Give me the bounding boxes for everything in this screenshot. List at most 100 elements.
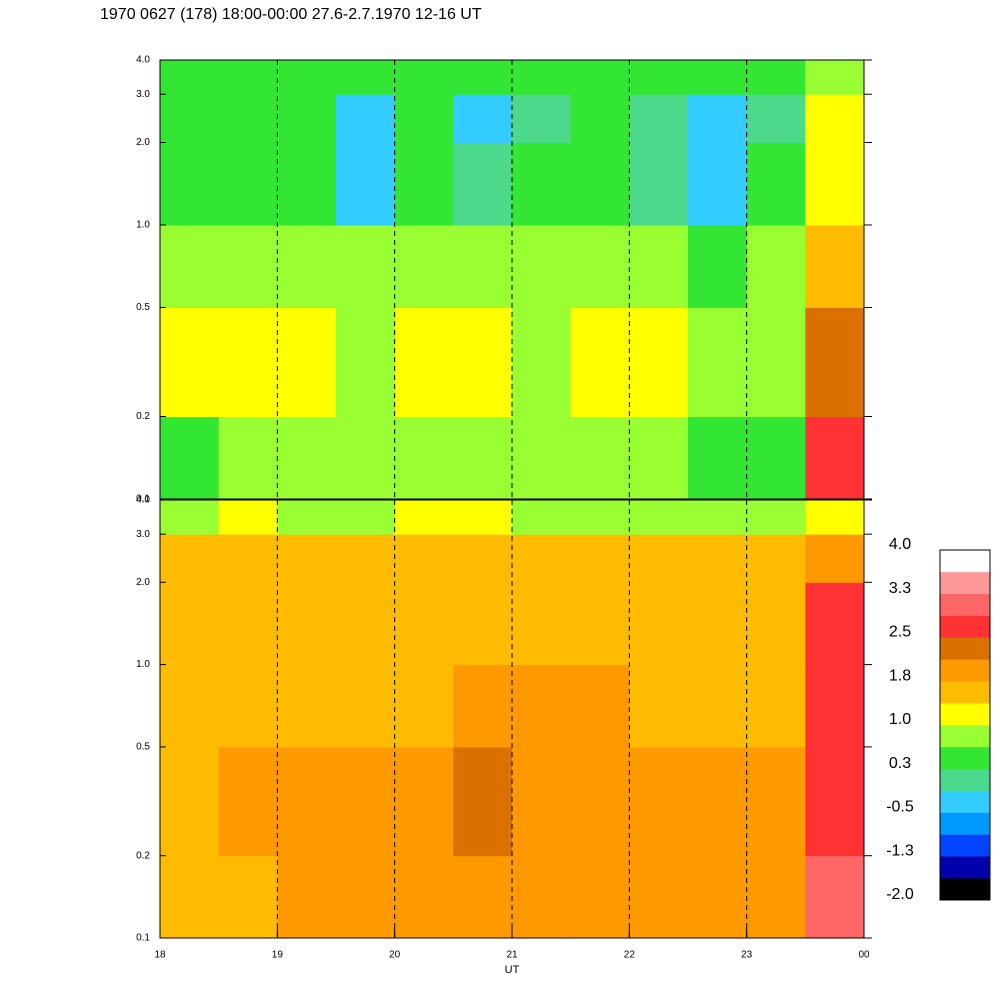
- heatmap-cell: [277, 307, 337, 418]
- heatmap-cell: [805, 94, 865, 143]
- heatmap-cell: [453, 500, 513, 535]
- heatmap-cell: [336, 534, 396, 583]
- y-tick-label: 0.2: [136, 850, 150, 861]
- heatmap-cell: [336, 94, 396, 143]
- x-tick-label: 00: [858, 950, 870, 961]
- heatmap-cell: [746, 855, 806, 939]
- heatmap-cell: [512, 60, 572, 95]
- heatmap-cell: [512, 307, 572, 418]
- heatmap-cell: [746, 94, 806, 143]
- heatmap-cell: [160, 60, 220, 95]
- heatmap-cell: [218, 582, 278, 666]
- heatmap-cell: [805, 224, 865, 308]
- colorbar-swatch: [940, 834, 990, 857]
- heatmap-cell: [805, 307, 865, 418]
- heatmap-cell: [277, 746, 337, 857]
- heatmap-cell: [336, 416, 396, 500]
- heatmap-cell: [746, 60, 806, 95]
- heatmap-cell: [394, 746, 454, 857]
- heatmap-cell: [570, 94, 630, 143]
- heatmap-cell: [688, 224, 748, 308]
- heatmap-cell: [570, 60, 630, 95]
- heatmap-cell: [218, 500, 278, 535]
- heatmap-cell: [160, 500, 220, 535]
- heatmap-cell: [629, 94, 689, 143]
- heatmap-cell: [453, 142, 513, 226]
- heatmap-cell: [629, 746, 689, 857]
- heatmap-cell: [453, 582, 513, 666]
- colorbar-swatch: [940, 659, 990, 682]
- colorbar-swatch: [940, 768, 990, 791]
- heatmap-cell: [746, 142, 806, 226]
- y-tick-label: 0.1: [136, 933, 150, 944]
- heatmap-cell: [570, 746, 630, 857]
- x-tick-label: 19: [272, 950, 284, 961]
- colorbar-swatch: [940, 746, 990, 770]
- heatmap-cell: [218, 534, 278, 583]
- heatmap-cell: [277, 582, 337, 666]
- heatmap-cell: [218, 94, 278, 143]
- heatmap-cell: [160, 534, 220, 583]
- heatmap-cell: [394, 224, 454, 308]
- heatmap-cell: [688, 142, 748, 226]
- heatmap-cell: [512, 416, 572, 500]
- heatmap-cell: [218, 664, 278, 748]
- colorbar-label: -1.3: [886, 842, 914, 859]
- heatmap-cell: [394, 534, 454, 583]
- heatmap-cell: [512, 582, 572, 666]
- heatmap-cell: [160, 582, 220, 666]
- heatmap-cell: [277, 416, 337, 500]
- heatmap-cell: [277, 94, 337, 143]
- heatmap-cell: [336, 60, 396, 95]
- heatmap-cell: [394, 416, 454, 500]
- heatmap-cell: [629, 142, 689, 226]
- colorbar-swatch: [940, 856, 990, 879]
- heatmap-cell: [336, 142, 396, 226]
- heatmap-cell: [746, 534, 806, 583]
- heatmap-cell: [805, 582, 865, 666]
- heatmap-cell: [160, 94, 220, 143]
- heatmap-cell: [336, 582, 396, 666]
- x-axis-label: UT: [505, 964, 520, 976]
- heatmap-cell: [688, 500, 748, 535]
- heatmap-cell: [394, 142, 454, 226]
- colorbar-frame: [939, 549, 991, 901]
- colorbar-label: -2.0: [886, 886, 914, 903]
- heatmap-cell: [453, 307, 513, 418]
- heatmap-cell: [394, 307, 454, 418]
- heatmap-cell: [336, 746, 396, 857]
- heatmap-cell: [218, 60, 278, 95]
- heatmap-cell: [629, 855, 689, 939]
- heatmap-cell: [688, 307, 748, 418]
- heatmap-cell: [629, 307, 689, 418]
- heatmap-cell: [629, 224, 689, 308]
- heatmap-cell: [453, 746, 513, 857]
- heatmap-cell: [394, 855, 454, 939]
- colorbar-swatch: [940, 681, 990, 704]
- heatmap-cell: [629, 500, 689, 535]
- heatmap-cell: [453, 224, 513, 308]
- heatmap-cell: [688, 534, 748, 583]
- heatmap-cell: [688, 582, 748, 666]
- heatmap-cell: [277, 855, 337, 939]
- colorbar-swatch: [940, 812, 990, 835]
- heatmap-cell: [570, 224, 630, 308]
- heatmap-cell: [805, 500, 865, 535]
- heatmap-cell: [805, 534, 865, 583]
- heatmap-cell: [805, 142, 865, 226]
- y-tick-label: 4.0: [136, 495, 150, 506]
- y-tick-label: 0.2: [136, 411, 150, 422]
- colorbar-swatch: [940, 878, 990, 901]
- heatmap-cell: [688, 94, 748, 143]
- heatmap-cell: [277, 142, 337, 226]
- heatmap-cell: [746, 746, 806, 857]
- heatmap-cell: [277, 60, 337, 95]
- heatmap-cell: [160, 142, 220, 226]
- y-tick-label: 0.5: [136, 742, 150, 753]
- heatmap-cell: [570, 307, 630, 418]
- colorbar-label: 1.8: [889, 667, 911, 684]
- heatmap-cell: [336, 500, 396, 535]
- colorbar-label: 0.3: [889, 755, 911, 772]
- heatmap-cell: [218, 142, 278, 226]
